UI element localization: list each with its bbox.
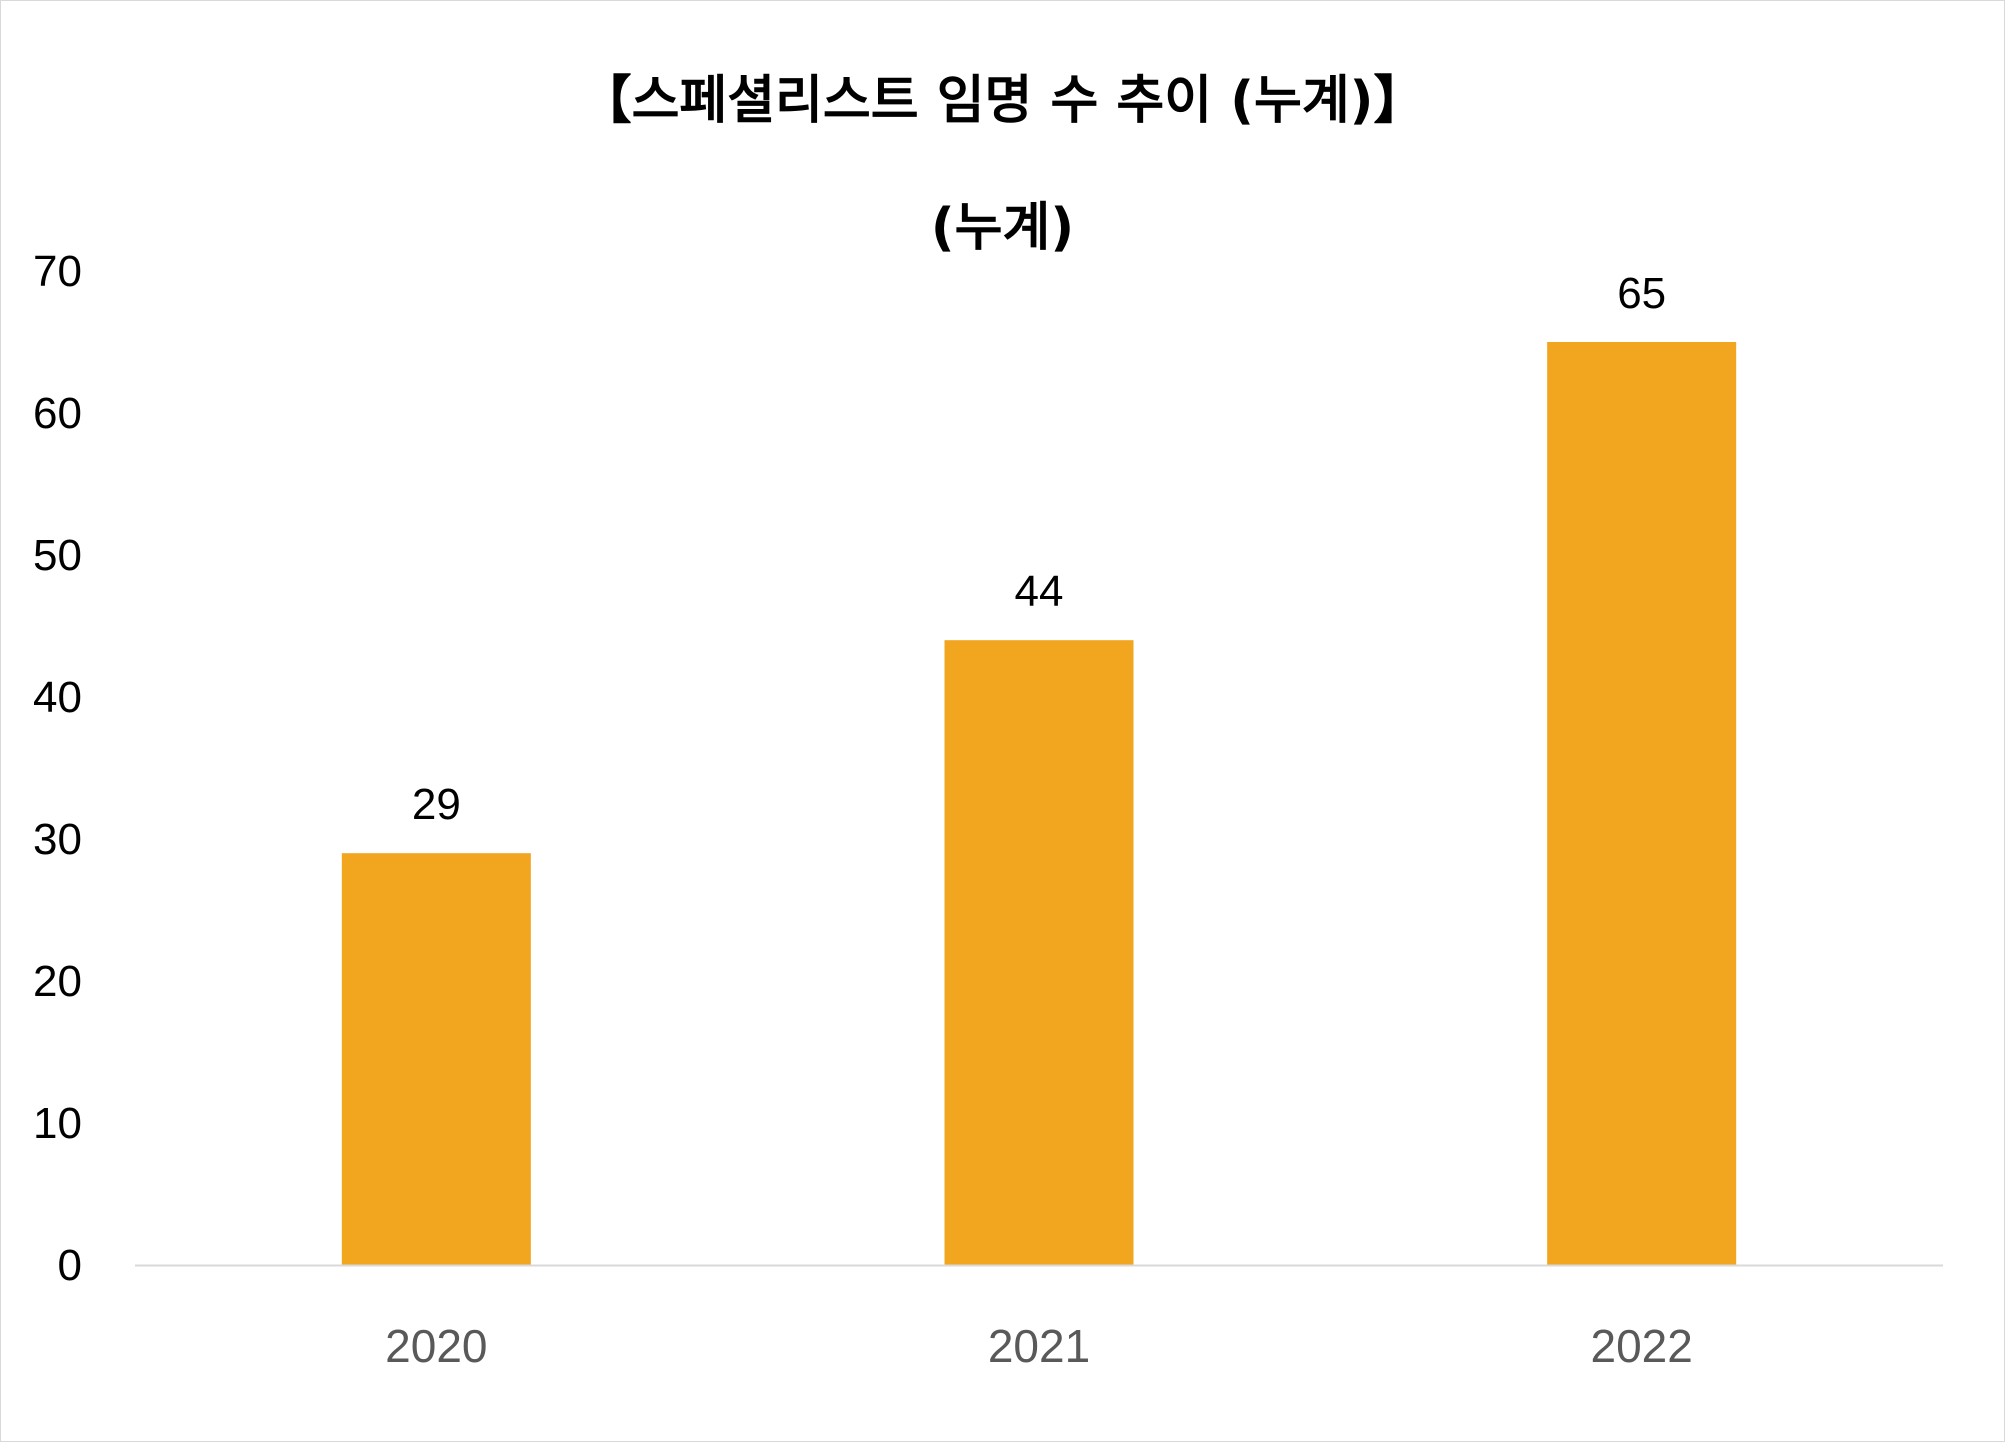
y-tick-label: 10 [33,1099,82,1148]
bar [341,853,531,1265]
chart-title: 【스페셜리스트 임명 수 추이 (누계)】 [579,71,1426,131]
y-tick-label: 70 [33,247,82,296]
y-tick-label: 40 [33,673,82,722]
y-tick-label: 0 [58,1241,82,1290]
bar [944,640,1134,1265]
data-label: 65 [1617,269,1666,318]
data-label: 44 [1015,567,1064,616]
y-tick-label: 20 [33,957,82,1006]
x-tick-label: 2022 [1590,1320,1692,1372]
x-tick-label: 2020 [385,1320,487,1372]
y-tick-label: 30 [33,815,82,864]
chart-subtitle: (누계) [930,198,1075,258]
data-label: 29 [412,780,461,829]
x-tick-label: 2021 [988,1320,1090,1372]
y-tick-label: 50 [33,531,82,580]
bar [1547,342,1737,1265]
y-tick-label: 60 [33,389,82,438]
